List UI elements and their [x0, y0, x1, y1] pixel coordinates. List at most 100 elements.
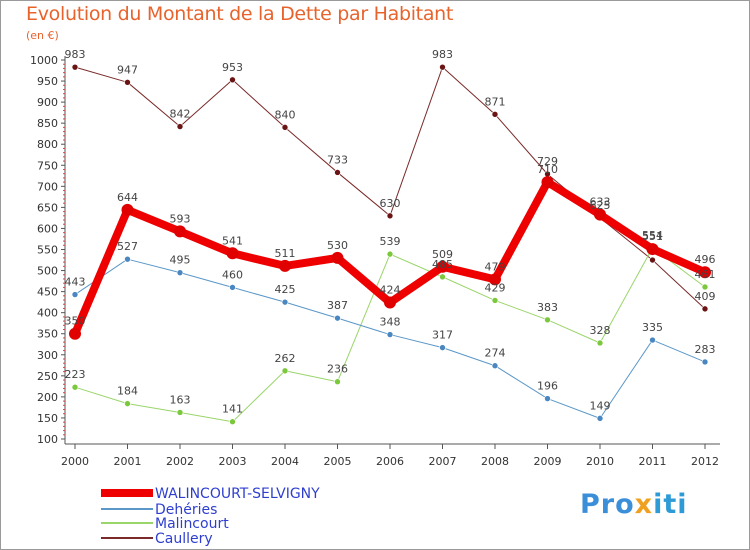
data-point [386, 331, 394, 338]
data-point [544, 316, 551, 324]
data-label: 539 [380, 235, 401, 248]
y-tick-label: 750 [37, 159, 58, 172]
legend-item: Dehéries [101, 502, 217, 518]
data-label: 509 [432, 248, 453, 261]
data-label: 871 [485, 95, 506, 108]
data-point [281, 298, 289, 306]
data-point [491, 111, 499, 118]
data-point [334, 169, 341, 176]
x-tick-label: 2005 [324, 455, 352, 468]
y-tick-label: 600 [37, 222, 58, 235]
data-point [69, 327, 81, 340]
data-point [541, 176, 554, 189]
x-tick-label: 2011 [639, 455, 667, 468]
data-label: 236 [327, 363, 348, 376]
data-label: 842 [170, 108, 191, 121]
legend-label: Dehéries [155, 502, 217, 518]
y-tick-label: 850 [37, 117, 58, 130]
data-label: 511 [275, 247, 296, 260]
y-tick-label: 500 [37, 265, 58, 278]
data-point [491, 362, 499, 370]
x-tick-label: 2006 [376, 455, 404, 468]
data-label: 947 [117, 63, 138, 76]
legend-item: Caullery [101, 531, 213, 547]
data-point [176, 269, 184, 276]
x-tick-label: 2012 [691, 455, 719, 468]
unit-label: (en €) [26, 29, 59, 42]
y-tick-label: 150 [37, 412, 58, 425]
y-tick-label: 550 [37, 244, 58, 257]
data-label: 443 [65, 276, 86, 289]
x-tick-label: 2004 [271, 455, 299, 468]
data-point [544, 395, 551, 402]
data-point [701, 283, 709, 291]
data-label: 840 [275, 108, 296, 121]
data-label: 409 [695, 290, 716, 303]
x-tick-label: 2009 [534, 455, 562, 468]
data-label: 328 [590, 324, 611, 337]
data-label: 283 [695, 343, 716, 356]
data-label: 387 [327, 299, 348, 312]
y-tick-label: 950 [37, 75, 58, 88]
y-tick-label: 100 [37, 433, 58, 446]
data-label: 383 [537, 301, 558, 314]
data-point [229, 76, 236, 84]
data-point [334, 378, 341, 386]
data-point [436, 260, 449, 273]
data-point [386, 212, 394, 220]
data-point [594, 208, 606, 221]
data-label: 163 [170, 393, 191, 406]
data-point [176, 123, 184, 130]
data-point [281, 124, 289, 131]
data-label: 460 [222, 268, 243, 281]
x-tick-label: 2000 [61, 455, 89, 468]
series [69, 176, 711, 340]
data-label: 485 [432, 258, 453, 271]
legend: WALINCOURT-SELVIGNYDehériesMalincourtCau… [101, 486, 320, 547]
data-label: 733 [327, 153, 348, 166]
data-point [596, 415, 604, 422]
data-label: 530 [327, 239, 348, 252]
data-label: 429 [485, 281, 506, 294]
data-label: 461 [695, 268, 716, 281]
data-point [226, 247, 239, 260]
data-label: 593 [170, 212, 191, 225]
data-label: 983 [432, 48, 453, 61]
y-tick-label: 900 [37, 96, 58, 109]
data-label: 496 [695, 253, 716, 266]
legend-label: Caullery [155, 531, 213, 547]
data-point [229, 418, 236, 426]
data-point [176, 409, 184, 416]
series [71, 63, 709, 313]
x-tick-label: 2001 [114, 455, 142, 468]
data-label: 953 [222, 61, 243, 74]
y-tick-label: 450 [37, 286, 58, 299]
data-label: 424 [380, 284, 401, 297]
series-line [74, 66, 706, 310]
data-point [71, 63, 79, 71]
x-tick-label: 2003 [219, 455, 247, 468]
legend-item: Malincourt [101, 516, 229, 532]
data-label: 551 [642, 230, 663, 243]
data-label: 527 [117, 240, 138, 253]
y-tick-label: 200 [37, 391, 58, 404]
data-point [439, 344, 446, 351]
y-tick-label: 250 [37, 370, 58, 383]
data-label: 350 [65, 315, 86, 328]
data-label: 425 [275, 283, 296, 296]
data-point [701, 305, 709, 313]
data-point [701, 358, 709, 366]
data-label: 149 [590, 399, 611, 412]
y-tick-label: 700 [37, 180, 58, 193]
y-tick-label: 350 [37, 328, 58, 341]
data-label: 644 [117, 191, 138, 204]
data-point [491, 297, 499, 304]
data-label: 983 [65, 48, 86, 61]
data-point [699, 266, 711, 279]
data-point [439, 273, 446, 281]
data-point [71, 383, 79, 391]
series-layer [69, 63, 711, 426]
y-tick-label: 300 [37, 349, 58, 362]
